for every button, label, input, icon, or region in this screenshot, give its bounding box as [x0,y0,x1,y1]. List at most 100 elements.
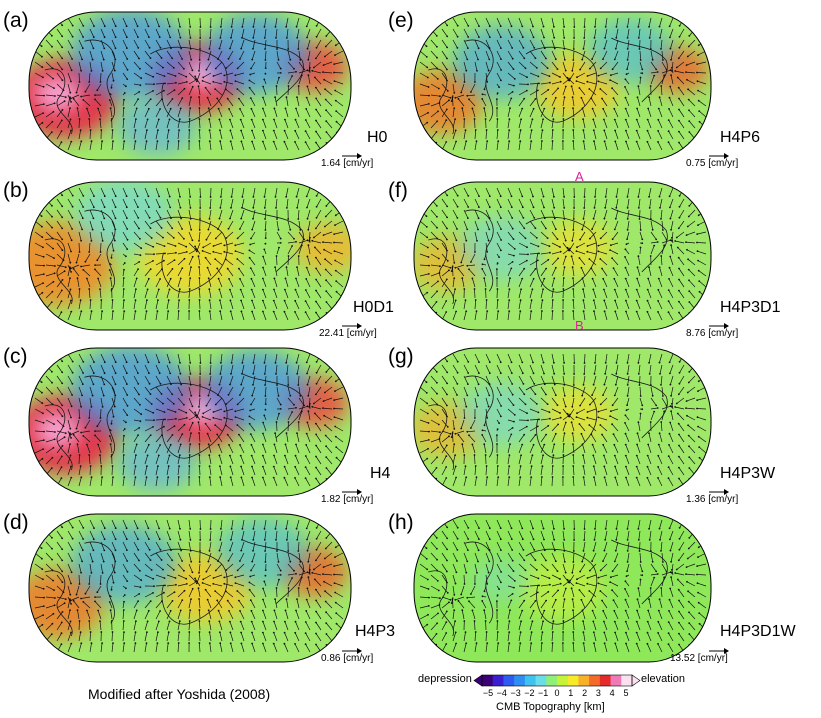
velocity-arrow-head [167,310,170,312]
velocity-arrow-head [250,454,253,457]
velocity-arrow-head [468,434,470,437]
velocity-arrow-head [236,424,239,426]
velocity-arrow [78,311,82,321]
velocity-arrow-head [572,384,575,386]
velocity-arrow-head [315,361,318,363]
velocity-arrow-head [279,237,282,240]
velocity-arrow [572,288,575,299]
velocity-arrow-head [111,465,114,467]
velocity-arrow [238,98,245,107]
velocity-arrow-head [148,538,150,540]
velocity-arrow [688,375,696,383]
velocity-arrow [133,574,142,581]
velocity-arrow-head [306,69,309,72]
velocity-arrow-head [283,140,286,143]
velocity-arrow [518,386,525,395]
velocity-arrow [507,72,516,80]
velocity-arrow-head [446,227,448,230]
velocity-arrow [650,245,655,255]
velocity-arrow [625,278,630,288]
velocity-arrow [305,621,311,631]
velocity-arrow-head [208,140,211,143]
velocity-arrow-head [264,569,267,571]
velocity-arrow-head [613,58,616,61]
velocity-arrow [220,519,223,529]
velocity-arrow [583,130,586,140]
velocity-arrow [284,119,289,129]
velocity-arrow [598,251,608,255]
velocity-arrow-head [262,140,264,143]
velocity-arrow-head [427,422,430,424]
velocity-arrow [285,17,289,27]
velocity-arrow [73,98,80,107]
velocity-arrow [468,435,476,443]
velocity-arrow [100,408,102,419]
velocity-arrow [166,141,169,151]
velocity-arrow [34,585,44,590]
velocity-arrow-head [465,310,468,313]
velocity-arrow [430,209,438,218]
velocity-arrow-head [51,536,53,539]
velocity-scale-label: 8.76 [cm/yr] [686,328,739,339]
velocity-arrow-head [657,118,660,121]
velocity-arrow-head [139,84,142,87]
velocity-arrow-head [279,569,282,572]
velocity-arrow-head [463,81,466,83]
velocity-arrow-head [78,81,81,83]
velocity-arrow [529,300,532,310]
velocity-arrow-head [69,96,71,99]
velocity-arrow [315,301,322,310]
velocity-arrow-head [437,87,440,90]
velocity-arrow [430,430,440,433]
velocity-arrow-head [51,34,53,37]
velocity-arrow-head [646,299,649,302]
velocity-arrow-head [191,255,194,258]
velocity-arrow-head [241,26,244,28]
velocity-arrow [326,467,333,476]
velocity-arrow [86,610,91,620]
velocity-arrow-head [686,391,689,394]
velocity-arrow [144,643,147,653]
velocity-arrow [237,258,245,266]
velocity-arrow [298,231,305,240]
velocity-arrow-head [212,577,215,579]
velocity-arrow-head [88,454,91,456]
velocity-arrow [166,591,175,598]
velocity-arrow-head [435,131,438,133]
velocity-arrow-head [549,417,551,420]
velocity-arrow-head [114,372,117,375]
velocity-arrow-head [499,36,502,39]
velocity-arrow-head [445,311,448,313]
velocity-arrow-head [586,416,589,419]
velocity-arrow-head [250,403,252,406]
velocity-arrow-head [199,528,202,530]
velocity-arrow-head [554,228,557,231]
velocity-arrow-head [333,63,336,65]
velocity-arrow [89,465,91,476]
velocity-arrow-head [670,228,672,231]
velocity-arrow-head [532,206,535,209]
velocity-arrow [529,141,532,151]
velocity-arrow [688,209,696,217]
velocity-arrow-head [526,76,528,79]
velocity-arrow [166,530,171,540]
velocity-arrow-head [53,438,56,441]
velocity-arrow-head [112,581,115,584]
velocity-arrow-head [625,129,627,132]
velocity-arrow [45,264,55,267]
velocity-arrow-head [126,228,129,230]
velocity-arrow [485,141,488,151]
velocity-arrow-head [126,414,129,416]
velocity-arrow-head [609,249,611,251]
velocity-arrow-head [476,69,478,72]
velocity-arrow-head [114,549,117,552]
velocity-arrow [144,353,149,363]
velocity-arrow [474,220,479,230]
velocity-arrow [485,198,491,208]
velocity-arrow [94,435,102,443]
velocity-arrow [239,552,245,562]
velocity-arrow [639,386,642,397]
velocity-arrow [111,386,116,396]
velocity-arrow-head [126,217,128,219]
velocity-arrow [208,289,212,299]
